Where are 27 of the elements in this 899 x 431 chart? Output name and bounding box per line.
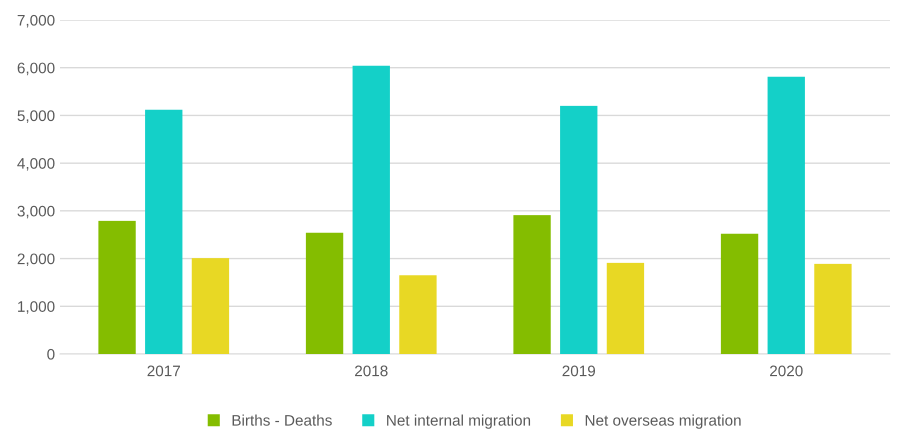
y-tick-label: 1,000 (18, 301, 55, 314)
x-tick-label: 2017 (148, 366, 180, 376)
bar (513, 215, 551, 354)
bar (606, 262, 644, 354)
legend-label: Net internal migration (387, 414, 530, 429)
bar (352, 66, 390, 354)
legend-label: Births - Deaths (232, 414, 332, 426)
y-tick-label: 5,000 (18, 110, 55, 123)
legend-label: Net overseas migration (586, 414, 741, 429)
x-tick-label: 2018 (355, 366, 388, 376)
bar (145, 110, 182, 354)
bar (192, 258, 230, 354)
x-tick-label: 2019 (562, 366, 596, 376)
y-tick-label: 6,000 (18, 62, 55, 76)
y-tick-label: 0 (47, 348, 55, 360)
y-tick-label: 7,000 (18, 14, 55, 28)
bar (560, 106, 598, 354)
bar (814, 264, 852, 354)
y-tick-label: 3,000 (17, 206, 55, 218)
bar (98, 220, 136, 354)
bar (768, 76, 805, 354)
x-tick-label: 2020 (770, 366, 803, 376)
y-tick-label: 2,000 (18, 253, 55, 266)
bar (399, 275, 437, 354)
y-tick-label: 4,000 (17, 158, 55, 171)
bar (720, 234, 758, 354)
bar (306, 232, 344, 354)
